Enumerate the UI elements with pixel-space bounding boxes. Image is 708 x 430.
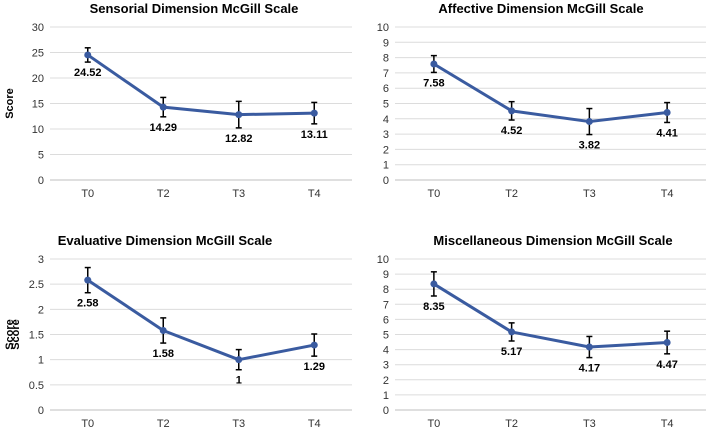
chart-1-y-tick-label: 0: [38, 175, 44, 187]
chart-2-data-point: [585, 118, 593, 126]
chart-4-y-tick-label: 0: [383, 405, 389, 417]
chart-2-y-tick-label: 5: [383, 99, 389, 111]
chart-4-data-point: [430, 280, 438, 288]
chart-2-series-line: [433, 62, 668, 124]
chart-4-y-tick-label: 7: [383, 299, 389, 311]
chart-1-data-point: [235, 111, 243, 119]
chart-4-y-tick-label: 9: [383, 269, 389, 281]
chart-2-y-tick-label: 0: [383, 175, 389, 187]
chart-4-data-point: [508, 328, 516, 336]
chart-2-x-tick-label: T0: [427, 188, 440, 200]
chart-4-y-tick-label: 10: [377, 254, 389, 266]
chart-4-y-tick-label: 4: [383, 345, 389, 357]
chart-1-data-label: 24.52: [74, 67, 102, 79]
chart-3-x-tick-label: T4: [308, 418, 321, 430]
chart-2-y-tick-label: 8: [383, 53, 389, 65]
chart-4-data-point: [585, 343, 593, 351]
chart-4-data-point: [663, 339, 671, 347]
chart-2-data-point: [663, 109, 671, 117]
chart-4-data-label: 4.47: [656, 359, 677, 371]
chart-2-x-tick-label: T3: [583, 188, 596, 200]
chart-1-data-point: [159, 103, 167, 111]
chart-3-data-point: [84, 276, 92, 284]
chart-1-x-tick-label: T2: [157, 188, 170, 200]
chart-3-series-line: [86, 278, 315, 362]
chart-3-data-point: [310, 341, 318, 349]
chart-2-data-label: 3.82: [579, 140, 600, 152]
chart-4-y-tick-label: 5: [383, 330, 389, 342]
chart-1-y-tick-label: 15: [32, 99, 44, 111]
chart-3-data-label: 1.29: [304, 361, 325, 373]
chart-3-x-tick-label: T3: [232, 418, 245, 430]
chart-3-title: Evaluative Dimension McGill Scale: [58, 233, 273, 248]
chart-4-x-tick-label: T2: [505, 418, 518, 430]
chart-1-data-label: 12.82: [225, 133, 253, 145]
chart-3-y-tick-label: 3: [38, 254, 44, 266]
chart-1-y-tick-label: 20: [32, 73, 44, 85]
chart-1-x-tick-label: T0: [81, 188, 94, 200]
chart-3-x-tick-label: T0: [81, 418, 94, 430]
chart-1-y-axis-label: Score: [4, 88, 16, 119]
chart-3-y-tick-label: 2: [38, 304, 44, 316]
chart-1-data-point: [310, 109, 318, 117]
chart-4-y-axis-label: Score: [10, 319, 22, 350]
chart-4-x-tick-label: T0: [427, 418, 440, 430]
chart-3-y-tick-label: 0: [38, 405, 44, 417]
chart-3-data-label: 1: [236, 375, 242, 387]
chart-2-y-tick-label: 4: [383, 114, 389, 126]
chart-3-y-tick-label: 1: [38, 355, 44, 367]
chart-1-x-tick-label: T3: [232, 188, 245, 200]
chart-1-y-tick-label: 30: [32, 22, 44, 34]
chart-3-x-tick-label: T2: [157, 418, 170, 430]
chart-4-x-tick-label: T4: [661, 418, 674, 430]
chart-1-series-line: [86, 53, 315, 117]
chart-2-y-tick-label: 3: [383, 129, 389, 141]
chart-4-y-tick-label: 1: [383, 390, 389, 402]
chart-3-data-point: [235, 356, 243, 364]
chart-2-x-tick-label: T2: [505, 188, 518, 200]
chart-1-data-point: [84, 51, 92, 59]
chart-3-data-label: 1.58: [153, 348, 174, 360]
chart-4-x-tick-label: T3: [583, 418, 596, 430]
chart-2-y-tick-label: 9: [383, 37, 389, 49]
chart-2-data-point: [508, 107, 516, 115]
chart-4-data-label: 4.17: [579, 363, 600, 375]
chart-1-y-tick-label: 10: [32, 124, 44, 136]
chart-1-data-label: 14.29: [149, 122, 177, 134]
chart-2-data-label: 4.52: [501, 125, 522, 137]
chart-2-data-point: [430, 60, 438, 68]
chart-3-y-tick-label: 0.5: [29, 380, 44, 392]
chart-4-title: Miscellaneous Dimension McGill Scale: [433, 233, 672, 248]
chart-2-y-tick-label: 2: [383, 144, 389, 156]
chart-4-y-tick-label: 6: [383, 314, 389, 326]
chart-1-x-tick-label: T4: [308, 188, 321, 200]
chart-1-y-tick-label: 25: [32, 48, 44, 60]
chart-2-y-tick-label: 6: [383, 83, 389, 95]
chart-3-data-point: [159, 326, 167, 334]
chart-2-data-label: 4.41: [656, 127, 677, 139]
chart-4-series-line: [433, 282, 668, 349]
chart-3-y-axis-label: Score: [4, 319, 16, 350]
chart-4-y-tick-label: 8: [383, 284, 389, 296]
chart-2-x-tick-label: T4: [661, 188, 674, 200]
chart-2-data-label: 7.58: [423, 77, 444, 89]
chart-4-y-tick-label: 2: [383, 375, 389, 387]
chart-2-y-tick-label: 1: [383, 160, 389, 172]
chart-1-y-tick-label: 5: [38, 150, 44, 162]
chart-4-data-label: 8.35: [423, 301, 444, 313]
chart-1-data-label: 13.11: [301, 129, 328, 141]
chart-1-title: Sensorial Dimension McGill Scale: [90, 1, 299, 16]
chart-2-title: Affective Dimension McGill Scale: [438, 1, 643, 16]
chart-2-y-tick-label: 10: [377, 22, 389, 34]
chart-2-y-tick-label: 7: [383, 68, 389, 80]
chart-3-y-tick-label: 1.5: [29, 330, 44, 342]
chart-4-data-label: 5.17: [501, 346, 522, 358]
chart-3-y-tick-label: 2.5: [29, 279, 44, 291]
chart-3-data-label: 2.58: [77, 298, 98, 310]
chart-4-y-tick-label: 3: [383, 360, 389, 372]
